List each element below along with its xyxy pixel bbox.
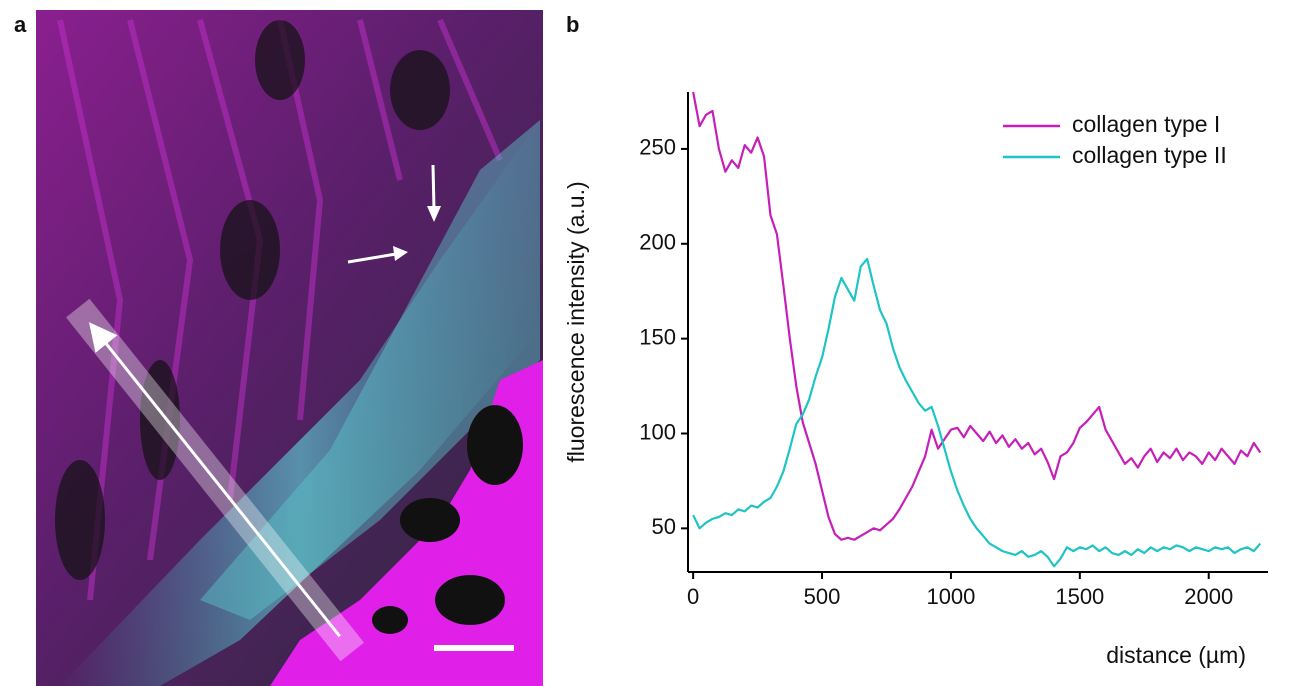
x-axis-title: distance (µm) (1106, 642, 1246, 668)
y-axis-title: fluorescence intensity (a.u.) (563, 181, 589, 462)
x-tick-label: 2000 (1184, 584, 1233, 609)
y-tick-label: 150 (639, 324, 676, 349)
series-line (692, 257, 1262, 568)
y-tick-label: 200 (639, 230, 676, 255)
panel-label: b (566, 12, 579, 37)
series-line (692, 91, 1262, 541)
y-tick-label: 250 (639, 135, 676, 160)
panel-label: a (14, 12, 27, 37)
y-tick-label: 100 (639, 419, 676, 444)
x-tick-label: 1500 (1055, 584, 1104, 609)
legend-label: collagen type I (1072, 111, 1220, 137)
x-tick-label: 1000 (926, 584, 975, 609)
y-tick-label: 50 (652, 514, 676, 539)
micrograph (36, 10, 543, 686)
legend-label: collagen type II (1072, 142, 1227, 168)
x-tick-label: 0 (687, 584, 699, 609)
x-tick-label: 500 (804, 584, 841, 609)
